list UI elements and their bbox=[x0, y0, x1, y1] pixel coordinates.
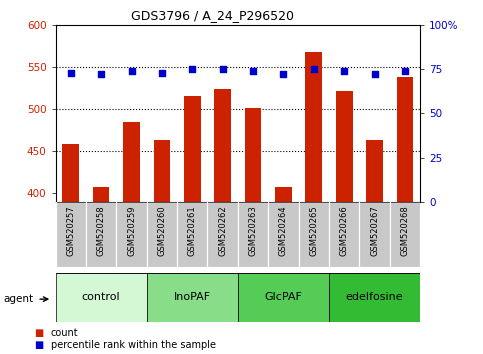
Text: GSM520262: GSM520262 bbox=[218, 205, 227, 256]
Text: InoPAF: InoPAF bbox=[174, 292, 211, 302]
Point bbox=[310, 66, 318, 72]
Text: ■: ■ bbox=[34, 329, 43, 338]
Bar bbox=[123, 122, 140, 202]
Bar bbox=[366, 140, 383, 202]
Bar bbox=[238, 202, 268, 267]
Text: GSM520268: GSM520268 bbox=[400, 205, 410, 256]
Point bbox=[97, 72, 105, 77]
Bar bbox=[56, 273, 147, 322]
Text: percentile rank within the sample: percentile rank within the sample bbox=[51, 340, 216, 350]
Bar bbox=[245, 108, 261, 202]
Text: GSM520261: GSM520261 bbox=[188, 205, 197, 256]
Text: GSM520266: GSM520266 bbox=[340, 205, 349, 256]
Point bbox=[341, 68, 348, 74]
Text: control: control bbox=[82, 292, 120, 302]
Bar bbox=[390, 202, 420, 267]
Bar bbox=[298, 202, 329, 267]
Bar bbox=[56, 202, 86, 267]
Bar bbox=[359, 202, 390, 267]
Bar bbox=[62, 144, 79, 202]
Bar bbox=[147, 202, 177, 267]
Bar bbox=[329, 202, 359, 267]
Bar bbox=[268, 202, 298, 267]
Bar bbox=[116, 202, 147, 267]
Bar bbox=[275, 187, 292, 202]
Point bbox=[128, 68, 135, 74]
Bar bbox=[147, 273, 238, 322]
Point bbox=[249, 68, 257, 74]
Text: count: count bbox=[51, 329, 78, 338]
Text: GSM520259: GSM520259 bbox=[127, 205, 136, 256]
Text: GlcPAF: GlcPAF bbox=[265, 292, 302, 302]
Point bbox=[158, 70, 166, 75]
Text: edelfosine: edelfosine bbox=[346, 292, 403, 302]
Bar bbox=[214, 89, 231, 202]
Bar bbox=[305, 52, 322, 202]
Point bbox=[371, 72, 379, 77]
Bar bbox=[177, 202, 208, 267]
Text: GSM520267: GSM520267 bbox=[370, 205, 379, 256]
Text: GSM520258: GSM520258 bbox=[97, 205, 106, 256]
Point bbox=[188, 66, 196, 72]
Bar bbox=[86, 202, 116, 267]
Text: ■: ■ bbox=[34, 340, 43, 350]
Bar bbox=[397, 77, 413, 202]
Text: GSM520264: GSM520264 bbox=[279, 205, 288, 256]
Bar bbox=[329, 273, 420, 322]
Bar bbox=[238, 273, 329, 322]
Text: GSM520265: GSM520265 bbox=[309, 205, 318, 256]
Text: GDS3796 / A_24_P296520: GDS3796 / A_24_P296520 bbox=[131, 9, 294, 22]
Bar bbox=[154, 140, 170, 202]
Point bbox=[401, 68, 409, 74]
Bar bbox=[208, 202, 238, 267]
Bar bbox=[336, 91, 353, 202]
Text: GSM520260: GSM520260 bbox=[157, 205, 167, 256]
Point bbox=[219, 66, 227, 72]
Bar bbox=[184, 96, 200, 202]
Text: GSM520257: GSM520257 bbox=[66, 205, 75, 256]
Point bbox=[280, 72, 287, 77]
Text: GSM520263: GSM520263 bbox=[249, 205, 257, 256]
Text: agent: agent bbox=[3, 294, 33, 304]
Point bbox=[67, 70, 74, 75]
Bar bbox=[93, 187, 110, 202]
